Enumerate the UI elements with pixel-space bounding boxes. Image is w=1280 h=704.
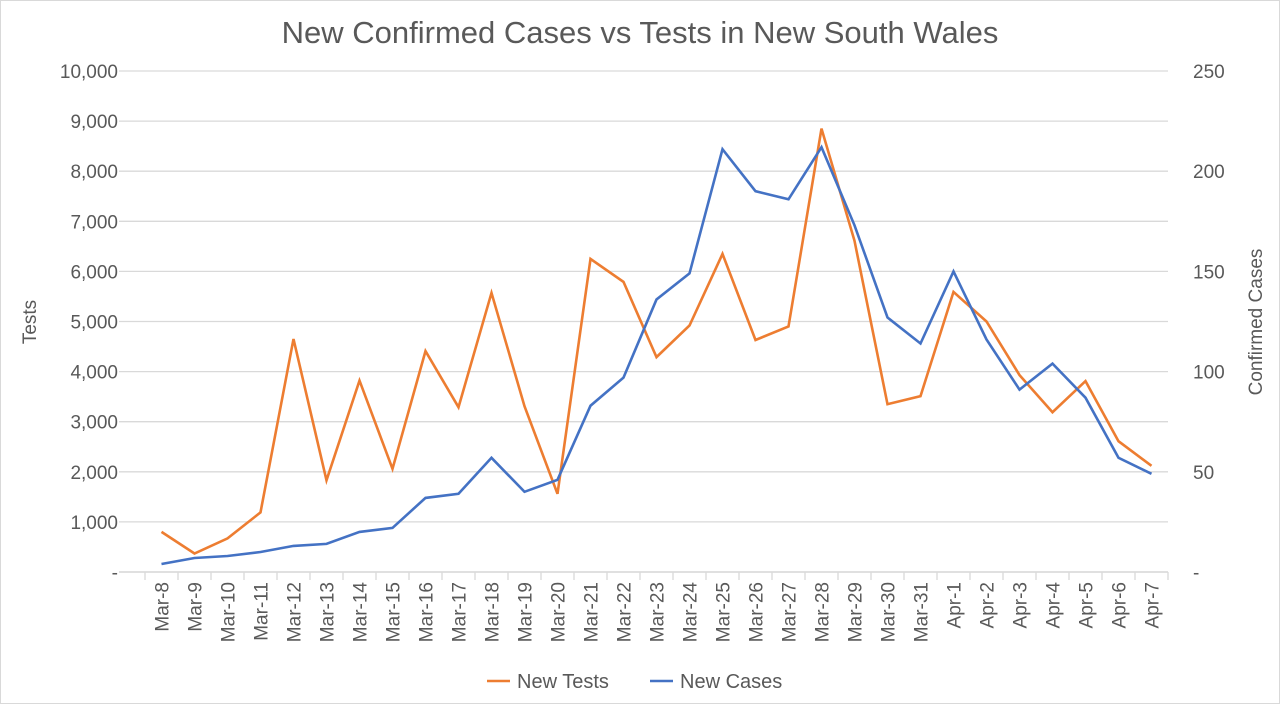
x-tick-label: Mar-8 xyxy=(153,582,174,632)
x-tick-label: Mar-19 xyxy=(516,582,537,642)
x-tick-label: Apr-2 xyxy=(978,582,999,628)
x-tick-label: Mar-9 xyxy=(186,582,207,632)
y-axis-right-label: Confirmed Cases xyxy=(1246,249,1267,396)
x-tick-label: Mar-22 xyxy=(615,582,636,642)
series-new-cases xyxy=(161,144,1153,566)
series-new-tests xyxy=(160,128,1153,555)
x-tick-label: Apr-1 xyxy=(945,582,966,628)
y-tick-label: 7,000 xyxy=(70,212,118,233)
legend-label: New Cases xyxy=(680,671,782,693)
x-tick-label: Mar-24 xyxy=(681,582,702,643)
x-tick-label: Mar-21 xyxy=(582,582,603,642)
x-tick-label: Mar-10 xyxy=(219,582,240,642)
y2-tick-label: 200 xyxy=(1193,162,1225,183)
y-tick-label: 4,000 xyxy=(70,363,118,384)
x-tick-label: Mar-11 xyxy=(252,582,273,641)
y-tick-label: 5,000 xyxy=(70,313,118,334)
x-tick-label: Apr-3 xyxy=(1011,582,1032,628)
x-axis: Mar-8 Mar-9 Mar-10 Mar-11 Mar-12 Mar-13 Mar-14… xyxy=(119,571,1169,643)
x-tick-label: Mar-16 xyxy=(417,582,438,642)
x-tick-label: Mar-14 xyxy=(351,582,372,643)
y-tick-label: 2,000 xyxy=(70,463,118,484)
x-tick-label: Mar-29 xyxy=(846,582,867,642)
y-tick-label: 10,000 xyxy=(60,62,118,83)
y-axis-left-ticks: - 1,000 2,000 3,000 4,000 5,000 6,000 7,000 8,00… xyxy=(60,62,118,584)
x-tick-label: Apr-6 xyxy=(1110,582,1131,628)
series-layer xyxy=(160,128,1153,566)
x-tick-label: Mar-23 xyxy=(648,582,669,642)
x-tick-label: Mar-20 xyxy=(549,582,570,642)
legend-label: New Tests xyxy=(517,671,609,693)
legend-item: New Tests xyxy=(487,671,609,693)
x-tick-label: Mar-28 xyxy=(813,582,834,642)
x-tick-label: Mar-27 xyxy=(780,582,801,642)
y-axis-left-label: Tests xyxy=(20,300,41,344)
x-tick-label: Mar-12 xyxy=(285,582,306,642)
y-tick-label: - xyxy=(112,563,118,584)
chart-title: New Confirmed Cases vs Tests in New Sout… xyxy=(282,15,999,50)
y-tick-label: 3,000 xyxy=(70,413,118,434)
y-tick-label: 8,000 xyxy=(70,162,118,183)
y-tick-label: 6,000 xyxy=(70,262,118,283)
x-tick-label: Apr-4 xyxy=(1044,582,1065,629)
y2-tick-label: 150 xyxy=(1193,262,1225,283)
x-tick-label: Mar-13 xyxy=(318,582,339,642)
x-tick-label: Mar-30 xyxy=(879,582,900,642)
x-tick-label: Mar-25 xyxy=(714,582,735,642)
x-tick-label: Apr-7 xyxy=(1143,582,1164,628)
legend: New Tests New Cases xyxy=(487,671,782,693)
x-tick-label: Mar-31 xyxy=(912,582,933,642)
gridlines xyxy=(119,70,1168,573)
x-tick-label: Apr-5 xyxy=(1077,582,1098,628)
y2-tick-label: 250 xyxy=(1193,62,1225,83)
y2-tick-label: 50 xyxy=(1193,463,1214,484)
y2-tick-label: 100 xyxy=(1193,363,1225,384)
x-tick-label: Mar-18 xyxy=(483,582,504,642)
series-line xyxy=(160,128,1153,555)
y-axis-right-ticks: - 50 100 150 200 250 xyxy=(1193,62,1225,584)
x-tick-label: Mar-17 xyxy=(450,582,471,642)
y-tick-label: 1,000 xyxy=(70,513,118,534)
x-tick-label: Mar-26 xyxy=(747,582,768,642)
y-tick-label: 9,000 xyxy=(70,112,118,133)
x-tick-label: Mar-15 xyxy=(384,582,405,642)
y2-tick-label: - xyxy=(1193,563,1199,584)
legend-item: New Cases xyxy=(650,671,782,693)
